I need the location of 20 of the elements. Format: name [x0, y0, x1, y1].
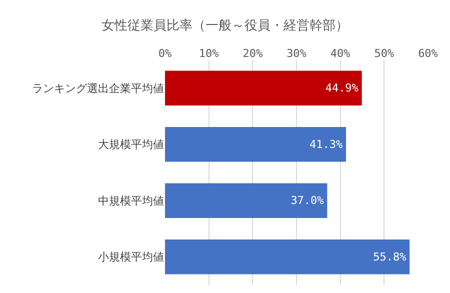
y-tick-label: 大規模平均値: [98, 138, 164, 152]
y-tick-label: ランキング選出企業平均値: [32, 82, 164, 95]
chart-title: 女性従業員比率（一般～役員・経営幹部）: [102, 18, 348, 34]
x-tick-label: 0%: [158, 46, 172, 60]
x-tick-label: 40%: [330, 46, 351, 60]
data-label: 41.3%: [310, 138, 344, 151]
bar: [165, 70, 362, 106]
y-tick-label: 中規模平均値: [98, 194, 164, 208]
data-label: 44.9%: [325, 82, 359, 95]
bar: [165, 126, 346, 162]
data-label: 37.0%: [290, 194, 324, 208]
bar: [165, 239, 410, 274]
y-tick-label: 小規模平均値: [98, 250, 164, 264]
x-tick-label: 50%: [374, 46, 394, 60]
x-tick-label: 60%: [418, 46, 438, 60]
x-tick-label: 20%: [242, 46, 263, 60]
bar: [165, 183, 328, 218]
data-label: 55.8%: [373, 250, 407, 264]
x-tick-label: 30%: [286, 46, 307, 60]
x-tick-label: 10%: [198, 46, 220, 60]
